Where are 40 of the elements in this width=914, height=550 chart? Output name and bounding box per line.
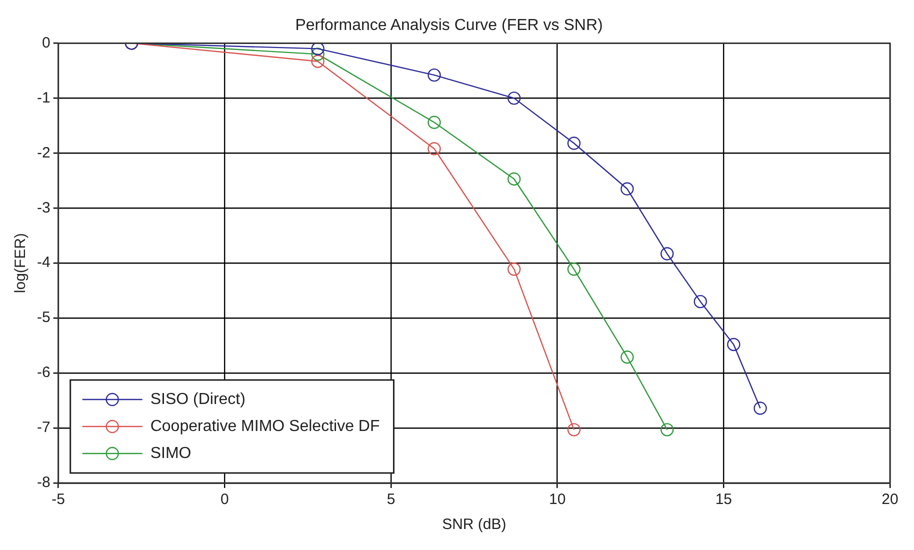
point xyxy=(428,116,441,129)
y-tick-label: -5 xyxy=(36,309,50,326)
point xyxy=(727,338,740,352)
y-tick-label: -6 xyxy=(36,364,50,382)
x-tick-label: -5 xyxy=(52,491,66,508)
y-tick-label: -3 xyxy=(36,199,50,216)
legend-label: Cooperative MIMO Selective DF xyxy=(150,418,380,435)
x-tick-label: 5 xyxy=(386,491,396,508)
point xyxy=(507,172,521,186)
point xyxy=(567,423,581,436)
x-tick-label: 10 xyxy=(548,491,566,508)
y-tick-label: -2 xyxy=(36,144,50,162)
y-tick-label: -8 xyxy=(36,474,50,492)
point xyxy=(507,92,521,105)
x-tick-label: 15 xyxy=(715,491,732,508)
point xyxy=(428,142,441,156)
point xyxy=(620,350,634,364)
point xyxy=(754,402,767,415)
y-tick-label: -1 xyxy=(36,89,50,106)
point xyxy=(567,136,581,150)
point xyxy=(567,262,581,276)
x-tick-label: 0 xyxy=(220,491,229,508)
point xyxy=(507,262,521,276)
point xyxy=(660,247,674,260)
chart-title: Performance Analysis Curve (FER vs SNR) xyxy=(295,17,603,34)
x-tick-label: 20 xyxy=(882,491,898,508)
y-tick-label: -7 xyxy=(36,419,50,436)
legend-label: SIMO xyxy=(150,444,192,462)
y-tick-label: -4 xyxy=(36,254,50,272)
point xyxy=(311,43,324,56)
point xyxy=(660,423,674,436)
point xyxy=(428,68,441,82)
legend-label: SISO (Direct) xyxy=(150,390,246,408)
y-tick-label: 0 xyxy=(42,34,50,52)
point xyxy=(311,48,324,61)
x-axis-title: SNR (dB) xyxy=(442,516,506,534)
point xyxy=(694,294,707,308)
point xyxy=(620,182,634,196)
point xyxy=(311,54,324,68)
y-axis-title: log(FER) xyxy=(12,233,30,294)
